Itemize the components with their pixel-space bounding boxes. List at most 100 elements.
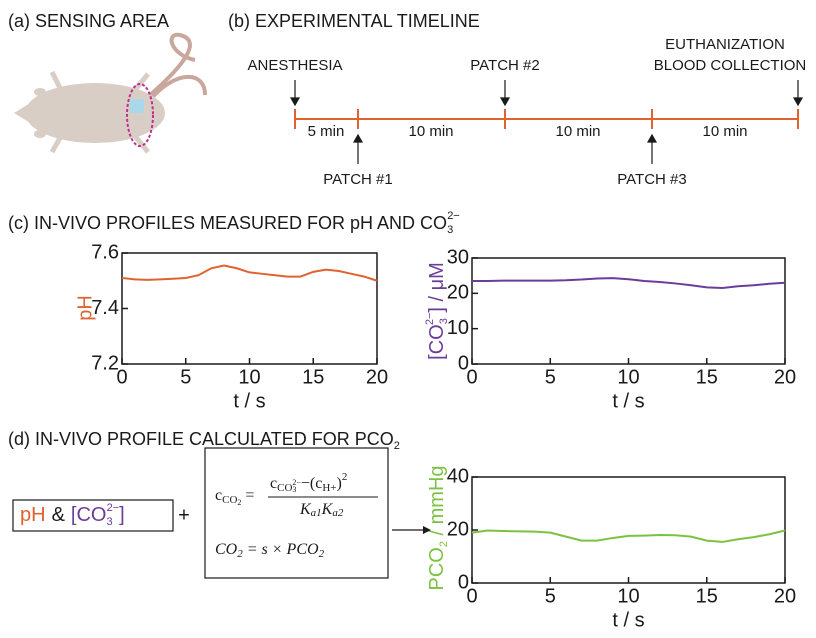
label-part: [CO — [426, 324, 448, 360]
arrow-head — [423, 526, 431, 534]
data-line — [121, 264, 378, 282]
x-axis-label: t / s — [612, 390, 644, 412]
x-tick-label: 15 — [696, 366, 718, 388]
body — [25, 83, 165, 143]
input-box — [12, 499, 174, 532]
f-part: K — [321, 501, 334, 518]
input-sub: 3 — [106, 516, 112, 528]
arrow-head — [289, 97, 301, 107]
timeline — [294, 109, 799, 129]
event-label: PATCH #1 — [323, 171, 392, 188]
y-tick-label: 20 — [447, 282, 469, 304]
input-bracket: ] — [119, 504, 125, 526]
x-tick-label: 5 — [180, 366, 191, 388]
y-tick-label: 7.2 — [91, 352, 119, 374]
formula-numerator: cCO32−−(cH+)2 — [270, 471, 347, 494]
interval-label: 5 min — [308, 123, 345, 140]
f-sub: 2 — [237, 548, 243, 560]
title-part: (d) IN-VIVO PROFILE CALCULATED FOR PCO — [8, 429, 394, 449]
y-axis-label: [CO32−] / μM — [424, 262, 450, 360]
leg — [133, 134, 150, 154]
sensor — [130, 99, 144, 113]
f-part: c — [215, 487, 222, 504]
y-tick-label: 0 — [458, 352, 469, 374]
arrow-head — [499, 97, 511, 107]
ear — [34, 130, 46, 138]
leg — [49, 136, 63, 154]
interval-label: 10 min — [702, 123, 747, 140]
y-tick-label: 7.6 — [91, 241, 119, 263]
f-sup: 2 — [342, 471, 348, 483]
event-label: PATCH #2 — [470, 57, 539, 74]
f-sub: a2 — [332, 507, 344, 519]
x-tick-label: 15 — [696, 585, 718, 607]
f-sub: CO — [277, 482, 292, 494]
f-part: = — [245, 487, 254, 504]
y-tick-label: 40 — [447, 465, 469, 487]
f-sub: H+ — [322, 482, 336, 494]
input-and: & — [52, 504, 66, 526]
plot-frame — [471, 476, 786, 584]
plot-frame — [471, 257, 786, 365]
f-part: CO — [215, 541, 238, 558]
input-ph: pH — [20, 504, 46, 526]
x-axis-label: t / s — [612, 609, 644, 631]
plus: + — [178, 504, 190, 526]
leg — [133, 72, 150, 92]
title-sup: 2− — [447, 210, 460, 222]
input-sup: 2− — [107, 502, 120, 514]
interval-label: 10 min — [408, 123, 453, 140]
panel-title: (c) IN-VIVO PROFILES MEASURED FOR pH AND… — [8, 210, 460, 236]
event-label: PATCH #3 — [617, 171, 686, 188]
formula-line2: CO2 = s × PCO2 — [215, 541, 325, 560]
leg — [49, 70, 63, 90]
formula-lhs: cCO2 = — [215, 487, 254, 507]
x-tick-label: 0 — [116, 366, 127, 388]
y-axis-label: pH — [74, 295, 96, 321]
panel-title: (d) IN-VIVO PROFILE CALCULATED FOR PCO2 — [8, 429, 400, 452]
title-sub: 3 — [447, 224, 453, 236]
label-part: PCO — [426, 547, 448, 590]
f-part: −(c — [301, 475, 322, 492]
y-tick-label: 7.4 — [91, 297, 119, 319]
f-sub: CO — [222, 494, 237, 506]
x-tick-label: 0 — [466, 366, 477, 388]
title-sub: 2 — [394, 440, 400, 452]
f-sub: 2 — [237, 498, 241, 507]
y-tick-label: 10 — [447, 317, 469, 339]
y-tick-label: 20 — [447, 518, 469, 540]
x-tick-label: 10 — [617, 366, 639, 388]
x-tick-label: 5 — [545, 585, 556, 607]
arrow-head — [792, 97, 804, 107]
formula-denominator: Ka1Ka2 — [299, 501, 344, 519]
arrows — [289, 80, 804, 164]
y-tick-label: 0 — [458, 571, 469, 593]
panel-title: (b) EXPERIMENTAL TIMELINE — [228, 11, 480, 31]
x-tick-label: 0 — [466, 585, 477, 607]
label-sub: 2 — [438, 541, 450, 547]
label-part: / mmHg — [426, 465, 448, 541]
f-part: ) — [337, 475, 342, 492]
sensing-area — [126, 83, 154, 147]
data-line — [472, 277, 786, 290]
f-part: K — [299, 501, 312, 518]
arrow-head — [352, 133, 364, 143]
x-tick-label: 5 — [545, 366, 556, 388]
formula-box — [204, 447, 389, 579]
f-sup: 2− — [292, 478, 301, 487]
f-sub: 2 — [319, 548, 325, 560]
ear — [34, 88, 46, 96]
x-tick-label: 20 — [366, 366, 388, 388]
x-tick-label: 20 — [774, 366, 796, 388]
event-label: EUTHANIZATION — [665, 36, 785, 53]
interval-label: 10 min — [555, 123, 600, 140]
head — [14, 100, 35, 126]
y-axis-label: PCO2 / mmHg — [426, 465, 450, 590]
y-tick-label: 30 — [447, 246, 469, 268]
label-sub: 3 — [438, 318, 450, 324]
inputs: pH & [CO3 2−] — [20, 502, 125, 528]
label-sup: 2− — [424, 313, 436, 326]
tail — [148, 74, 207, 102]
title-part: (c) IN-VIVO PROFILES MEASURED FOR pH AND… — [8, 213, 447, 233]
f-part: c — [270, 475, 277, 492]
